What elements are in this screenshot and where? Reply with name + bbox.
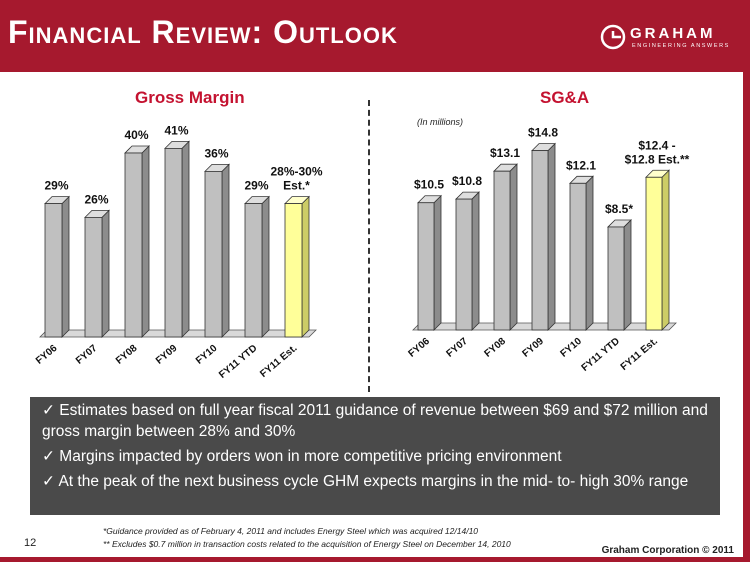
chart2-bar-side bbox=[585, 175, 594, 331]
chart1-bar-side bbox=[261, 195, 270, 338]
chart1-data-label: 29% bbox=[44, 179, 68, 193]
sga-title: SG&A bbox=[540, 88, 590, 107]
chart2-data-label: $12.4 - bbox=[638, 138, 675, 152]
chart1-data-label: 41% bbox=[164, 123, 188, 137]
chart2-data-label: $13.1 bbox=[490, 146, 520, 160]
chart2-category-label: FY11 Est. bbox=[619, 336, 660, 373]
chart1-data-label: 40% bbox=[124, 128, 148, 142]
chart2-data-label: $12.8 Est.** bbox=[625, 152, 690, 166]
right-accent-bar bbox=[743, 72, 750, 562]
chart2-data-label: $14.8 bbox=[528, 126, 558, 140]
chart2-category-label: FY10 bbox=[559, 336, 585, 360]
charts-canvas: 29% FY06 26% FY07 40% FY08 41% FY09 36% FY10 29% FY… bbox=[34, 123, 690, 381]
bullet-1: ✓ Estimates based on full year fiscal 20… bbox=[42, 402, 708, 440]
chart2-bar bbox=[569, 182, 587, 331]
chart1-bar bbox=[44, 203, 63, 338]
chart2-bar bbox=[417, 202, 435, 331]
bullet-2: ✓ Margins impacted by orders won in more… bbox=[42, 448, 562, 465]
chart2-data-label: $10.8 bbox=[452, 174, 482, 188]
chart1-data-label: 26% bbox=[84, 192, 108, 206]
chart1-bar bbox=[84, 216, 103, 338]
footnote-1: *Guidance provided as of February 4, 201… bbox=[103, 526, 479, 536]
footnote-2: ** Excludes $0.7 million in transaction … bbox=[103, 539, 511, 549]
chart1-bar bbox=[244, 203, 263, 338]
logo-name: GRAHAM bbox=[630, 25, 716, 42]
chart1-bar-side bbox=[101, 209, 110, 338]
chart1-bar-side bbox=[301, 195, 310, 338]
chart2-category-label: FY08 bbox=[483, 336, 509, 360]
sga-units-note: (In millions) bbox=[417, 117, 464, 127]
chart1-bar bbox=[164, 147, 183, 338]
page-number: 12 bbox=[24, 537, 37, 549]
chart2-bar-side bbox=[661, 169, 670, 331]
chart1-category-label: FY11 Est. bbox=[258, 343, 299, 380]
graham-logo: GRAHAM ENGINEERING ANSWERS bbox=[600, 24, 740, 54]
chart2-bar bbox=[455, 198, 473, 331]
chart1-data-label: 29% bbox=[244, 179, 268, 193]
chart2-bar bbox=[493, 170, 511, 331]
chart1-bar-side bbox=[141, 145, 150, 338]
chart1-category-label: FY11 YTD bbox=[217, 343, 259, 381]
chart2-data-label: $10.5 bbox=[414, 178, 444, 192]
chart1-bar-side bbox=[61, 195, 70, 338]
chart2-bar bbox=[531, 150, 549, 331]
chart-divider bbox=[368, 100, 370, 392]
graham-logo-icon bbox=[600, 24, 626, 50]
chart2-category-label: FY09 bbox=[521, 336, 547, 360]
chart2-bar bbox=[607, 226, 625, 331]
chart2-bar-side bbox=[471, 191, 480, 331]
chart1-bar bbox=[124, 152, 143, 338]
chart1-data-label: Est.* bbox=[283, 179, 310, 193]
chart1-data-label: 36% bbox=[204, 146, 228, 160]
chart1-category-label: FY10 bbox=[194, 343, 220, 367]
chart2-data-label: $8.5* bbox=[605, 202, 633, 216]
bullet-3: ✓ At the peak of the next business cycle… bbox=[42, 473, 689, 490]
chart1-bar bbox=[204, 170, 223, 338]
chart1-category-label: FY07 bbox=[74, 343, 100, 367]
chart1-category-label: FY06 bbox=[34, 343, 60, 367]
bullet-panel: ✓ Estimates based on full year fiscal 20… bbox=[30, 397, 720, 515]
gross-margin-title: Gross Margin bbox=[135, 88, 245, 107]
chart1-category-label: FY09 bbox=[154, 343, 180, 367]
chart2-data-label: $12.1 bbox=[566, 158, 596, 172]
chart2-bar bbox=[645, 176, 663, 331]
chart1-category-label: FY08 bbox=[114, 343, 140, 367]
copyright: Graham Corporation © 2011 bbox=[601, 545, 734, 556]
chart1-bar bbox=[284, 203, 303, 338]
chart1-data-label: 28%-30% bbox=[270, 165, 322, 179]
chart2-category-label: FY06 bbox=[407, 336, 433, 360]
page-title: Financial Review: Outlook bbox=[8, 14, 398, 50]
chart2-bar-side bbox=[509, 163, 518, 331]
chart2-category-label: FY07 bbox=[445, 336, 471, 360]
chart2-bar-side bbox=[623, 219, 632, 331]
logo-tagline: ENGINEERING ANSWERS bbox=[632, 43, 730, 49]
chart2-category-label: FY11 YTD bbox=[580, 336, 622, 374]
chart1-bar-side bbox=[181, 140, 190, 338]
bottom-accent-bar bbox=[0, 557, 750, 562]
chart2-bar-side bbox=[433, 194, 442, 331]
chart1-bar-side bbox=[221, 163, 230, 338]
chart2-bar-side bbox=[547, 142, 556, 331]
